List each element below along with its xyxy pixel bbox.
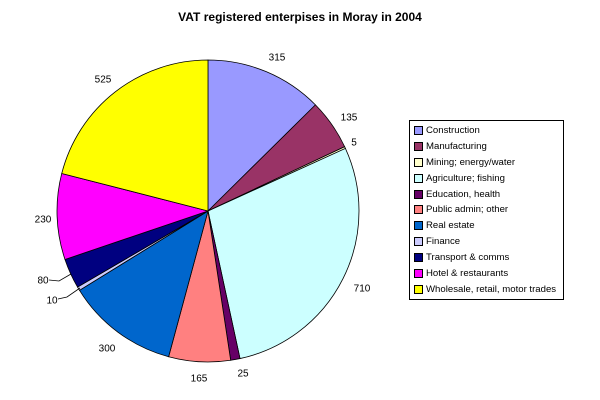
legend-item-hotel-restaurants: Hotel & restaurants [414,266,562,281]
legend-label-wholesale-retail-motor-trades: Wholesale, retail, motor trades [426,283,557,295]
chart-title: VAT registered enterpises in Moray in 20… [178,10,422,24]
value-label-construction: 315 [269,53,286,64]
legend-label-public-admin-other: Public admin; other [426,204,509,216]
legend-item-education-health: Education, health [414,187,562,202]
value-label-agriculture-fishing: 710 [354,284,371,295]
legend-swatch-transport-comms [414,252,423,262]
legend-label-agriculture-fishing: Agriculture; fishing [426,172,505,184]
value-label-education-health: 25 [237,369,249,380]
legend-label-mining-energy-water: Mining; energy/water [426,157,516,169]
legend-swatch-education-health [414,189,423,199]
legend-item-wholesale-retail-motor-trades: Wholesale, retail, motor trades [414,282,562,297]
legend-swatch-hotel-restaurants [414,268,423,278]
pie-slice-construction [207,59,317,212]
legend-swatch-agriculture-fishing [414,173,423,183]
legend: Construction Manufacturing Mining; energy/… [409,120,564,300]
pie-slice-hotel-restaurants [56,172,210,260]
legend-item-transport-comms: Transport & comms [414,250,562,265]
value-label-manufacturing: 135 [341,113,358,124]
leader-line-finance [57,287,81,300]
legend-item-manufacturing: Manufacturing [414,139,562,154]
value-label-mining-energy-water: 5 [351,138,357,149]
pie-slice-agriculture-fishing [207,147,360,360]
value-label-wholesale-retail-motor-trades: 525 [95,75,112,86]
legend-label-finance: Finance [426,236,461,248]
legend-item-real-estate: Real estate [414,218,562,233]
value-label-real-estate: 300 [99,344,116,355]
legend-label-construction: Construction [426,125,480,137]
legend-label-manufacturing: Manufacturing [426,141,487,153]
legend-label-hotel-restaurants: Hotel & restaurants [426,267,509,279]
value-label-hotel-restaurants: 230 [35,215,52,226]
legend-swatch-construction [414,126,423,136]
legend-swatch-public-admin-other [414,205,423,215]
legend-swatch-mining-energy-water [414,158,423,168]
legend-label-transport-comms: Transport & comms [426,251,510,263]
legend-swatch-wholesale-retail-motor-trades [414,284,423,294]
legend-swatch-manufacturing [414,142,423,152]
legend-item-construction: Construction [414,123,562,138]
value-label-public-admin-other: 165 [191,374,208,385]
legend-label-real-estate: Real estate [426,220,475,232]
pie-slice-real-estate [78,210,209,358]
value-label-finance: 10 [46,296,58,307]
legend-item-public-admin-other: Public admin; other [414,202,562,217]
legend-item-agriculture-fishing: Agriculture; fishing [414,171,562,186]
value-label-transport-comms: 80 [37,276,49,287]
legend-item-mining-energy-water: Mining; energy/water [414,155,562,170]
legend-swatch-finance [414,237,423,247]
leader-line-transport-comms [48,273,72,282]
legend-item-finance: Finance [414,234,562,249]
legend-label-education-health: Education, health [426,188,501,200]
pie-slice-wholesale-retail-motor-trades [61,59,209,212]
legend-swatch-real-estate [414,221,423,231]
